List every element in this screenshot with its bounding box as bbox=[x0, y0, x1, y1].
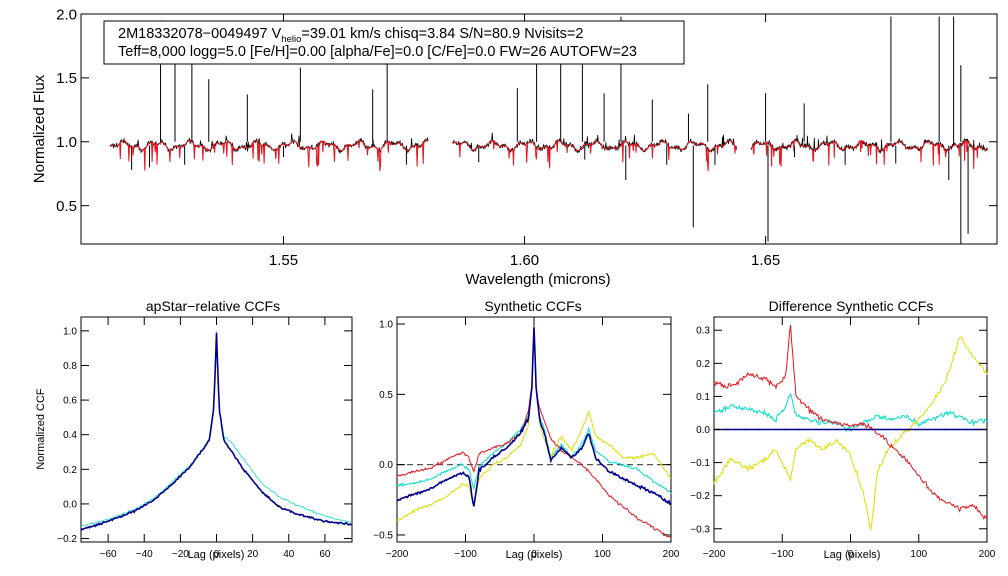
synthetic-ccf-ticks: −200 −100 0 100 200 −0.5 0.0 0.5 1.0 bbox=[373, 317, 680, 560]
apstar-ccf-xtick-label: −20 bbox=[172, 549, 189, 560]
difference-ccf-ytick-label: −0.2 bbox=[690, 491, 710, 502]
header-line1: 2M18332078−0049497 Vhelio=39.01 km/s chi… bbox=[118, 26, 583, 45]
difference-ccf-ytick-label: −0.1 bbox=[690, 458, 710, 469]
apstar-ccf-line-visit-2 bbox=[80, 332, 353, 532]
difference-ccf-line-visit-3-diff bbox=[713, 325, 988, 521]
apstar-ccf-ylabel: Normalized CCF bbox=[35, 388, 47, 470]
apstar-ccf-xtick-label: 60 bbox=[319, 549, 331, 560]
synthetic-ccf-xtick-label: −100 bbox=[454, 549, 477, 560]
spectrum-model-series bbox=[109, 139, 988, 172]
apstar-ccf-ticks: −60 −40 −20 0 20 40 60 −0.2 0.0 0.2 0.4 0.6 0.8 1.0 bbox=[57, 317, 352, 560]
synthetic-ccf-ytick-label: 1.0 bbox=[379, 320, 393, 331]
spectrum-ytick-label: 1.5 bbox=[56, 70, 77, 87]
difference-ccf-series bbox=[713, 325, 988, 532]
apstar-ccf-ytick-label: 0.2 bbox=[63, 465, 77, 476]
apstar-ccf-xtick-label: 0 bbox=[214, 549, 220, 560]
synthetic-ccf-title: Synthetic CCFs bbox=[484, 298, 581, 314]
spectrum-panel: 1.55 1.60 1.65 0.5 1.0 1.5 2.0 2M18332078−0049… bbox=[31, 6, 998, 288]
spectrum-model-line bbox=[451, 139, 737, 172]
apstar-ccf-xlabel: Lag (pixels) bbox=[188, 549, 245, 561]
apstar-ccf-ytick-label: 1.0 bbox=[63, 326, 77, 337]
apstar-ccf-series bbox=[80, 331, 353, 532]
apstar-ccf-ytick-label: −0.2 bbox=[57, 534, 77, 545]
difference-ccf-ytick-label: −0.3 bbox=[690, 524, 710, 535]
synthetic-ccf-line-combined bbox=[396, 327, 672, 507]
difference-ccf-xtick-label: 100 bbox=[910, 549, 927, 560]
header-line2: Teff=8,000 logg=5.0 [Fe/H]=0.00 [alpha/F… bbox=[118, 44, 637, 60]
difference-ccf-xtick-label: 200 bbox=[979, 549, 996, 560]
spectrum-xtick-label: 1.65 bbox=[751, 252, 780, 269]
apstar-ccf-ytick-label: 0.8 bbox=[63, 361, 77, 372]
spectrum-ylabel: Normalized Flux bbox=[31, 74, 48, 183]
spectrum-model-line bbox=[750, 140, 988, 169]
synthetic-ccf-xtick-label: 100 bbox=[594, 549, 611, 560]
spectrum-ytick-label: 1.0 bbox=[56, 134, 77, 151]
spectrum-ytick-label: 0.5 bbox=[56, 198, 77, 215]
synthetic-ccf-xtick-label: −200 bbox=[386, 549, 409, 560]
synthetic-ccf-xlabel: Lag (pixels) bbox=[506, 549, 563, 561]
synthetic-ccf-ytick-label: 0.5 bbox=[379, 390, 393, 401]
apstar-ccf-xtick-label: 20 bbox=[247, 549, 259, 560]
synthetic-ccf-panel: Synthetic CCFs −200 −100 0 100 200 −0.5 0.0 0.5… bbox=[373, 298, 680, 561]
difference-ccf-xlabel: Lag (pixels) bbox=[824, 549, 881, 561]
difference-ccf-ytick-label: 0.0 bbox=[696, 425, 710, 436]
header-line1-post: =39.01 km/s chisq=3.84 S/N=80.9 Nvisits=… bbox=[301, 26, 583, 42]
header-box bbox=[103, 20, 685, 65]
apstar-ccf-xtick-label: 40 bbox=[283, 549, 295, 560]
synthetic-ccf-ytick-label: 0.0 bbox=[379, 460, 393, 471]
apstar-ccf-panel: apStar−relative CCFs −60 −40 −20 0 20 40 60 −0.… bbox=[35, 298, 353, 561]
apstar-ccf-xtick-label: −60 bbox=[100, 549, 117, 560]
spectrum-xtick-label: 1.55 bbox=[269, 252, 298, 269]
spectrum-xlabel: Wavelength (microns) bbox=[465, 271, 610, 288]
spectrum-frame bbox=[80, 13, 998, 245]
difference-ccf-xtick-label: 0 bbox=[848, 549, 854, 560]
spectrum-xtick-label: 1.60 bbox=[510, 252, 539, 269]
difference-ccf-ytick-label: 0.1 bbox=[696, 392, 710, 403]
difference-ccf-ytick-label: 0.3 bbox=[696, 326, 710, 337]
difference-ccf-xtick-label: −200 bbox=[703, 549, 726, 560]
difference-ccf-line-visit-1-diff bbox=[713, 392, 988, 433]
synthetic-ccf-xtick-label: 200 bbox=[663, 549, 680, 560]
synthetic-ccf-ytick-label: −0.5 bbox=[373, 530, 393, 541]
header-line1-pre: 2M18332078−0049497 V bbox=[118, 26, 282, 42]
apstar-ccf-title: apStar−relative CCFs bbox=[146, 298, 280, 314]
apstar-ccf-ytick-label: 0.0 bbox=[63, 499, 77, 510]
difference-ccf-xtick-label: −100 bbox=[771, 549, 794, 560]
difference-ccf-ticks: −200 −100 0 100 200 −0.3 −0.2 −0.1 0.0 0.1 0.2 0.3 bbox=[690, 317, 996, 560]
synthetic-ccf-xtick-label: 0 bbox=[531, 549, 537, 560]
difference-ccf-title: Difference Synthetic CCFs bbox=[769, 298, 934, 314]
spectrum-ticks: 1.55 1.60 1.65 0.5 1.0 1.5 2.0 bbox=[56, 6, 997, 269]
apstar-ccf-ytick-label: 0.4 bbox=[63, 430, 77, 441]
spectrum-ytick-label: 2.0 bbox=[56, 6, 77, 23]
difference-ccf-line-visit-2-diff bbox=[713, 336, 988, 532]
header-line1-sub: helio bbox=[281, 34, 301, 45]
apstar-ccf-line-visit-1 bbox=[80, 331, 353, 528]
spectrum-model-line bbox=[109, 139, 429, 172]
difference-ccf-panel: Difference Synthetic CCFs −200 −100 0 100 20… bbox=[690, 298, 996, 561]
difference-ccf-ytick-label: 0.2 bbox=[696, 359, 710, 370]
apstar-ccf-ytick-label: 0.6 bbox=[63, 396, 77, 407]
apstar-ccf-xtick-label: −40 bbox=[136, 549, 153, 560]
